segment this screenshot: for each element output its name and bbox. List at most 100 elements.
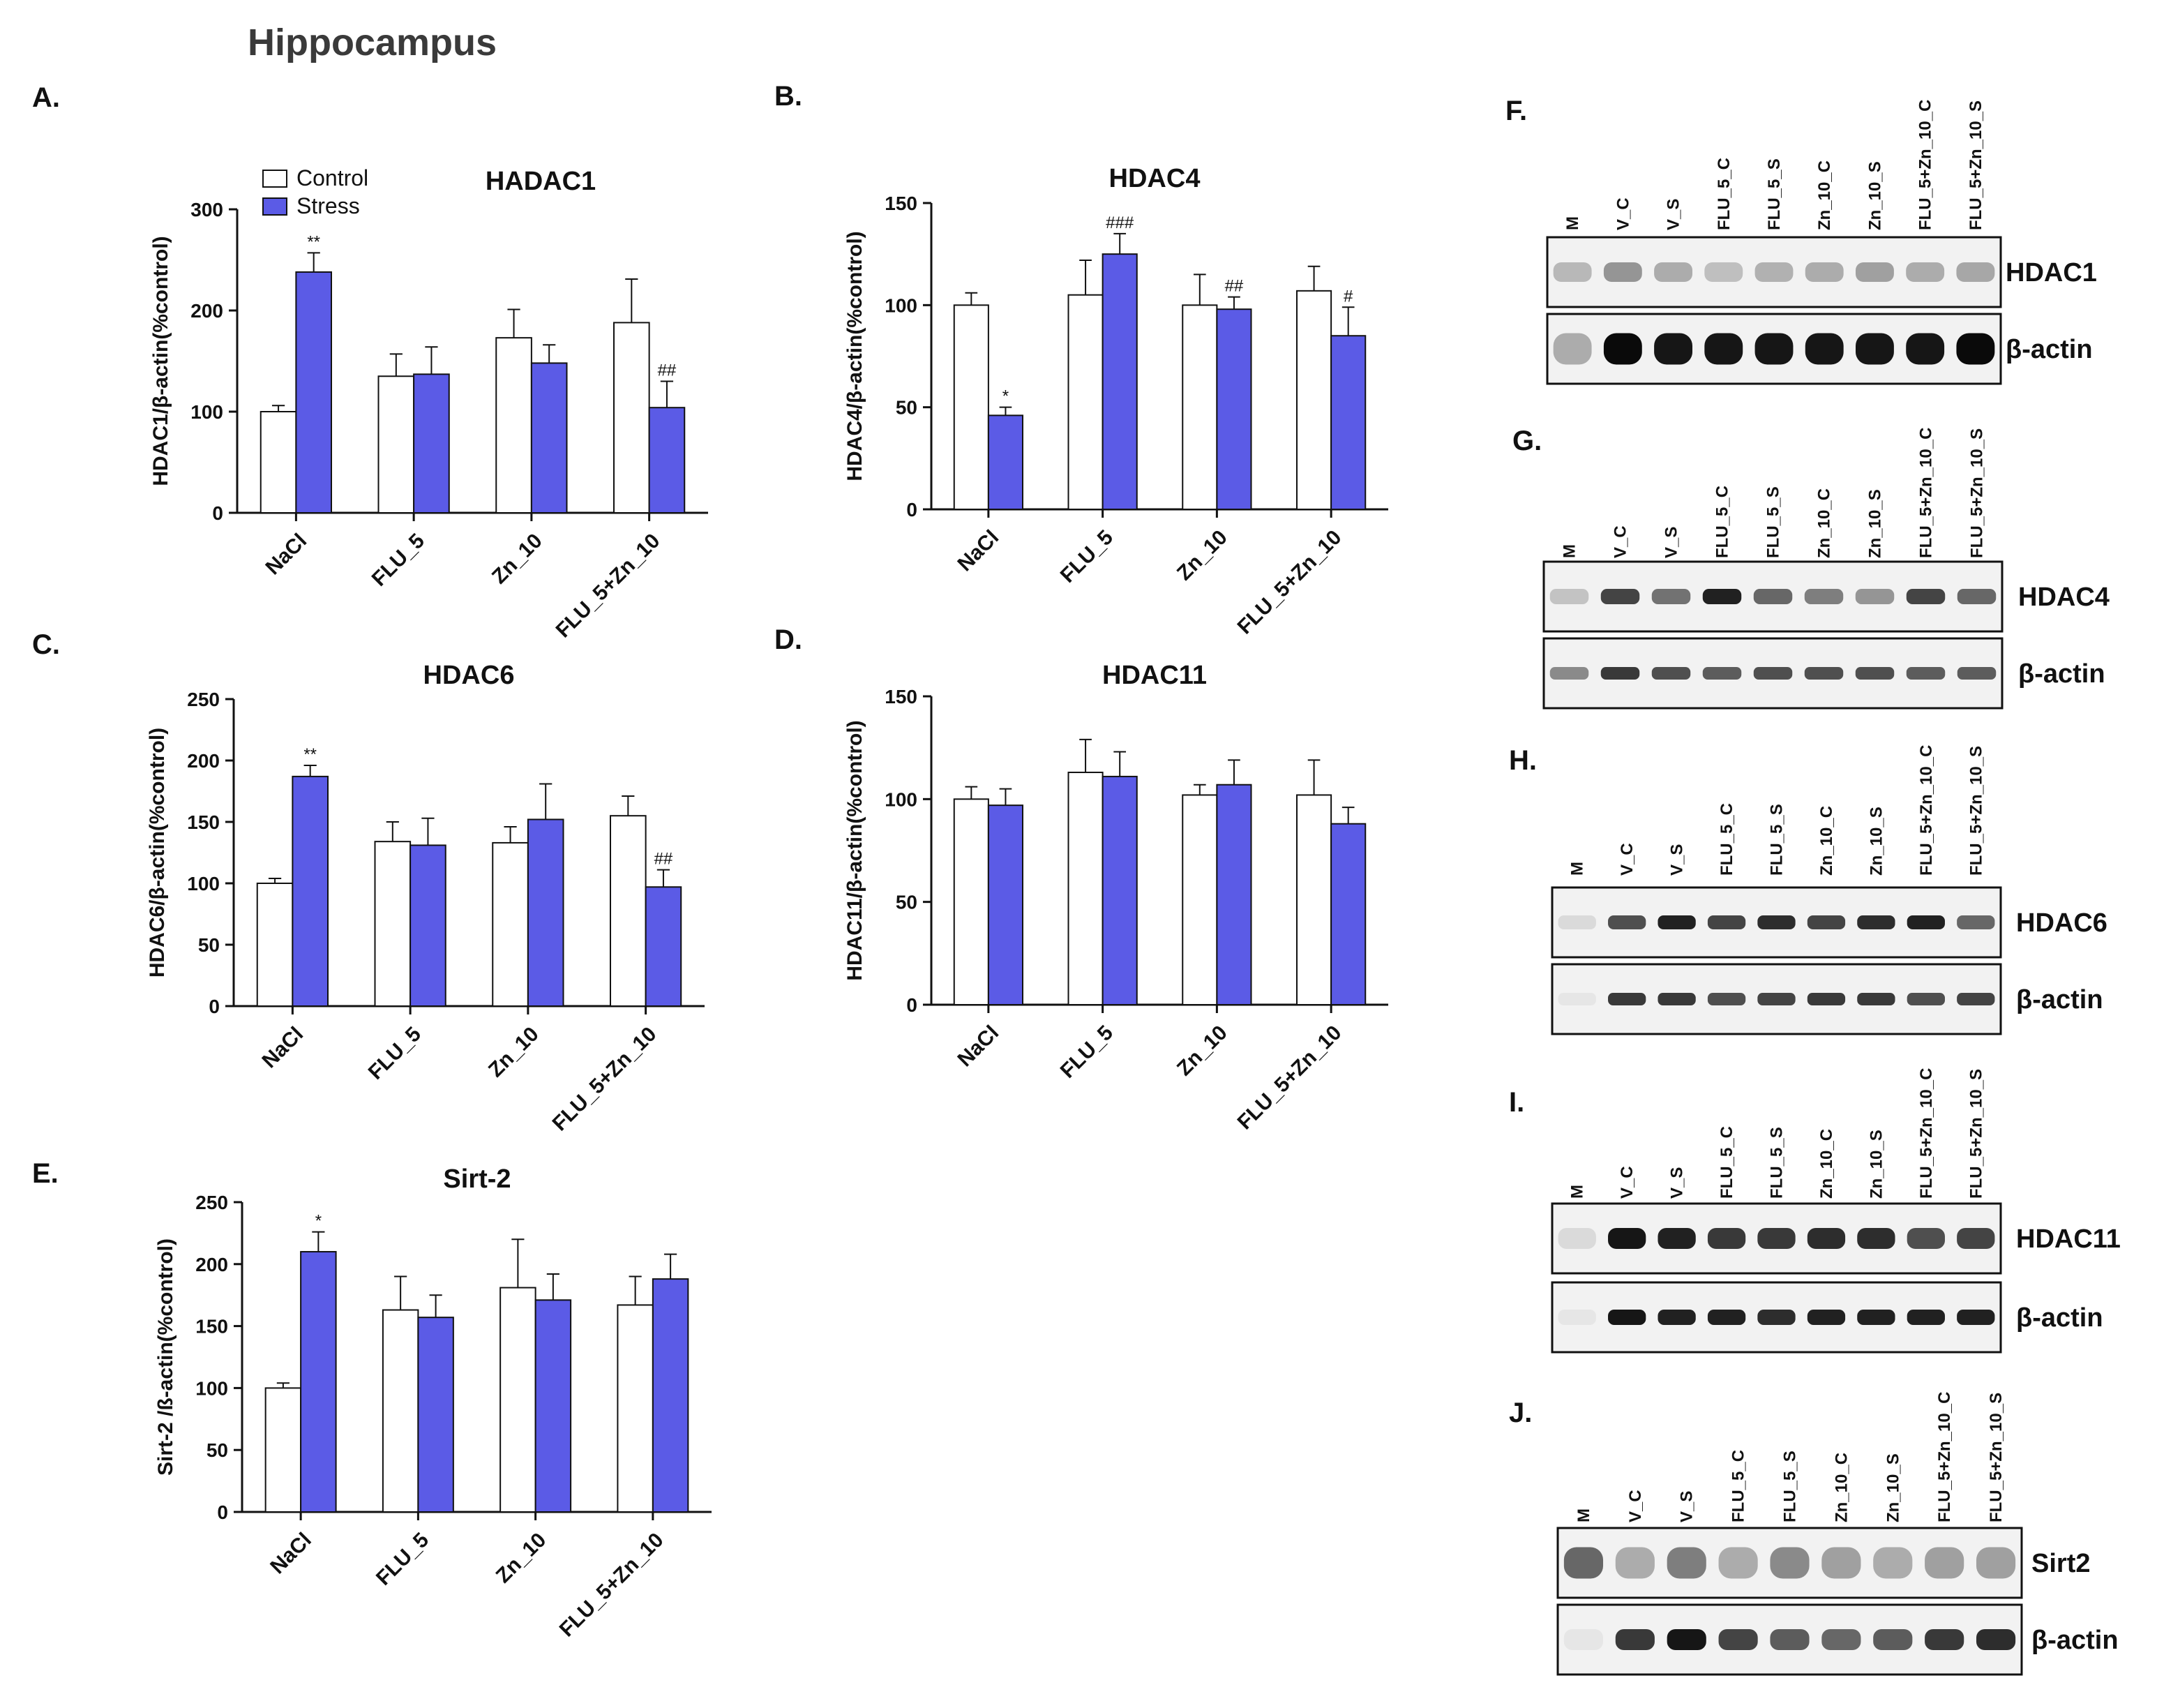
band: [1976, 1547, 2016, 1579]
band: [1707, 1228, 1746, 1249]
lane-label: Zn_10_C: [1832, 1453, 1851, 1522]
lane-label: V_C: [1618, 843, 1637, 876]
x-tick-label: NaCl: [262, 530, 312, 580]
band: [1667, 1629, 1706, 1650]
lane-label: FLU_5+Zn_10_C: [1917, 745, 1936, 876]
bar-control: [499, 1287, 536, 1513]
bar-stress: [1216, 784, 1252, 1005]
x-tick-label: Zn_10: [1173, 526, 1232, 585]
band: [1754, 333, 1794, 365]
band: [1608, 1310, 1646, 1325]
lane-label: Zn_10_S: [1865, 161, 1884, 230]
blot-row-label: β-actin: [2016, 985, 2103, 1014]
blot-row-label: β-actin: [2006, 335, 2093, 364]
bar-control: [1067, 772, 1104, 1005]
y-axis-label: HDAC1/β-actin(%control): [149, 236, 172, 486]
x-tick-label: FLU_5+Zn_10: [555, 1529, 668, 1642]
panel-label-a: A.: [32, 82, 60, 113]
y-tick-label: 0: [906, 499, 917, 520]
lane-label: FLU_5+Zn_10_C: [1916, 100, 1935, 230]
bar-stress: [295, 271, 332, 514]
lane-label: V_S: [1662, 527, 1681, 558]
lane-label: FLU_5+Zn_10_S: [1987, 1393, 2006, 1522]
y-tick-label: 200: [190, 300, 223, 322]
lane-label: FLU_5_C: [1713, 486, 1732, 558]
y-tick-label: 100: [190, 401, 223, 423]
band: [1654, 333, 1692, 365]
bar-stress: [1102, 775, 1138, 1006]
bar-control: [1067, 294, 1104, 510]
significance-marker: ###: [1106, 214, 1134, 232]
band: [1658, 1228, 1696, 1249]
band: [1805, 333, 1844, 365]
legend-swatch-stress: [262, 197, 287, 216]
band: [1563, 1629, 1604, 1650]
legend-entry-stress: Stress: [296, 193, 360, 218]
blot-frame: [1556, 1527, 2023, 1599]
band: [1558, 1310, 1596, 1325]
band: [1558, 915, 1596, 929]
bar-stress: [527, 818, 564, 1007]
x-tick-label: FLU_5+Zn_10: [548, 1023, 661, 1136]
lane-label: FLU_5_S: [1768, 1127, 1787, 1199]
band: [1553, 333, 1592, 365]
legend-entry-control: Control: [296, 165, 368, 190]
significance-marker: ##: [658, 361, 677, 380]
band: [1857, 1310, 1895, 1325]
band: [1658, 1310, 1696, 1325]
blot-2: M V_C V_S FLU_5_C FLU_5_S Zn_10_C Zn_10_S FLU_5…: [1551, 745, 2107, 1035]
band: [1807, 993, 1846, 1005]
band: [1707, 915, 1746, 929]
band: [1906, 589, 1946, 604]
band: [1702, 667, 1742, 680]
lane-label: M: [1563, 216, 1582, 230]
lane-label: V_C: [1626, 1490, 1645, 1522]
y-tick-label: 0: [906, 994, 917, 1016]
x-tick-label: FLU_5+Zn_10: [552, 530, 665, 643]
y-tick-label: 0: [209, 996, 220, 1017]
blot-row-label: HDAC1: [2006, 258, 2097, 287]
band: [1957, 993, 1995, 1005]
band: [1956, 333, 1995, 365]
band: [1855, 667, 1895, 680]
band: [1563, 1547, 1604, 1579]
bar-stress: [300, 1251, 337, 1513]
y-tick-label: 150: [885, 193, 917, 214]
band: [1906, 667, 1946, 680]
lane-label: Zn_10_C: [1815, 488, 1834, 558]
bar-control: [610, 815, 647, 1007]
band: [1807, 1310, 1846, 1325]
lane-label: V_C: [1618, 1166, 1637, 1199]
band: [1754, 262, 1794, 282]
y-tick-label: 100: [885, 294, 917, 316]
bar-stress: [652, 1278, 689, 1513]
bar-control: [260, 411, 297, 514]
band: [1558, 1228, 1596, 1249]
band: [1757, 1228, 1796, 1249]
chart-0: HADAC1 HDAC1/β-actin(%control) 0 100 200 300 N…: [149, 165, 708, 642]
band: [1753, 667, 1793, 680]
x-tick-label: NaCl: [258, 1023, 308, 1073]
significance-marker: #: [1344, 287, 1353, 306]
panel-label-j: J.: [1509, 1398, 1533, 1428]
band: [1906, 333, 1945, 365]
band: [1757, 915, 1796, 929]
blot-row-label: β-actin: [2031, 1626, 2119, 1655]
band: [1615, 1547, 1655, 1579]
bar-stress: [987, 804, 1023, 1005]
bar-stress: [1330, 335, 1367, 510]
band: [1906, 262, 1945, 282]
band: [1770, 1547, 1810, 1579]
panel-label-f: F.: [1505, 96, 1528, 126]
band: [1907, 993, 1945, 1005]
band: [1925, 1547, 1964, 1579]
lane-label: V_S: [1668, 844, 1687, 876]
figure-title: Hippocampus: [248, 22, 497, 63]
x-tick-label: NaCl: [266, 1529, 316, 1579]
band: [1957, 1228, 1995, 1249]
lane-label: FLU_5+Zn_10_C: [1917, 428, 1936, 558]
bar-stress: [413, 373, 450, 514]
y-tick-label: 150: [187, 811, 220, 833]
bar-stress: [645, 886, 682, 1007]
band: [1718, 1547, 1758, 1579]
